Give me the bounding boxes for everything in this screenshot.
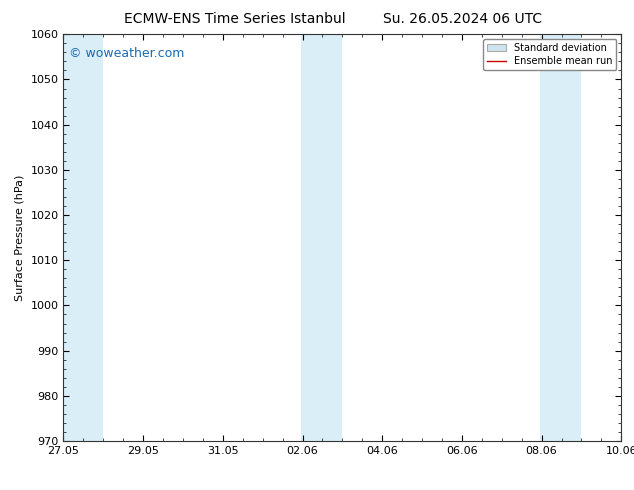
Text: ECMW-ENS Time Series Istanbul: ECMW-ENS Time Series Istanbul [124,12,346,26]
Bar [540,34,581,441]
Text: Su. 26.05.2024 06 UTC: Su. 26.05.2024 06 UTC [384,12,542,26]
Bar [301,34,342,441]
Bar [61,34,103,441]
Legend: Standard deviation, Ensemble mean run: Standard deviation, Ensemble mean run [483,39,616,70]
Text: © woweather.com: © woweather.com [69,47,184,59]
Y-axis label: Surface Pressure (hPa): Surface Pressure (hPa) [15,174,25,301]
